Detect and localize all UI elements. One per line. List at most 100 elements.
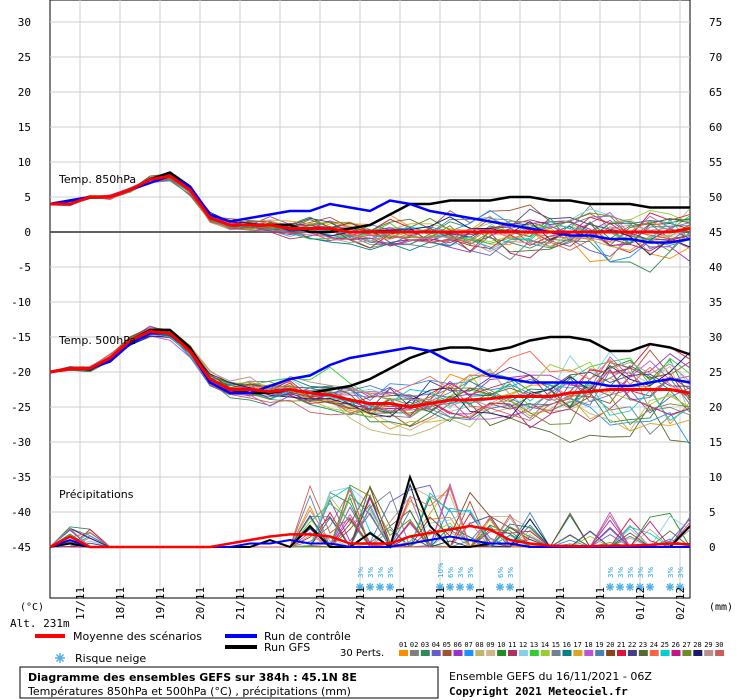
snow-pct-label: 3% — [357, 567, 365, 578]
pert-number: 22 — [628, 641, 636, 649]
right-tick-label: 55 — [709, 156, 722, 169]
snow-pct-label: 3% — [367, 567, 375, 578]
mean-precip-line — [49, 524, 691, 549]
snow-marker: 3% — [376, 567, 385, 591]
snow-markers: 3% 3% 3% 3% 10% 6% 3% 3% 6% 3% 3% 3% 3% 3% 3% 3% 3% — [356, 562, 685, 591]
chart-title: Diagramme des ensembles GEFS sur 384h : … — [28, 671, 357, 684]
pert-swatch — [399, 650, 408, 656]
snow-pct-label: 10% — [437, 562, 445, 578]
date-label: 18/11 — [114, 587, 127, 620]
pert-number: 09 — [486, 641, 494, 649]
left-tick-label: 30 — [18, 16, 31, 29]
pert-swatch — [420, 650, 430, 656]
pert-swatch — [518, 650, 528, 656]
snow-pct-label: 6% — [447, 567, 455, 578]
date-label: 22/11 — [274, 587, 287, 620]
right-tick-label: 25 — [709, 366, 722, 379]
pert-swatch — [715, 650, 725, 656]
pert-swatch — [562, 650, 572, 656]
pert-number: 17 — [573, 641, 581, 649]
pert-number: 01 — [399, 641, 407, 649]
right-tick-label: 45 — [709, 226, 722, 239]
left-tick-label: 5 — [24, 191, 31, 204]
title-box — [19, 666, 439, 699]
pert-number: 11 — [508, 641, 516, 649]
left-tick-label: -30 — [11, 436, 31, 449]
panel-label-t850: Temp. 850hPa — [58, 173, 136, 186]
right-tick-label: 50 — [709, 191, 722, 204]
pert-swatch — [649, 650, 659, 656]
snow-marker: 3% — [366, 567, 375, 591]
pert-number: 07 — [464, 641, 472, 649]
snow-pct-label: 3% — [647, 567, 655, 578]
pert-swatch — [551, 650, 561, 656]
snow-risk-label: Risque neige — [75, 652, 146, 665]
left-axis-unit: (°C) — [20, 602, 44, 613]
date-label: 27/11 — [474, 587, 487, 620]
snow-pct-label: 3% — [457, 567, 465, 578]
panel-label-t500: Temp. 500hPa — [58, 334, 136, 347]
main-series-lines — [49, 171, 691, 549]
pert-number: 21 — [617, 641, 625, 649]
pert-swatch — [508, 650, 517, 656]
left-axis: 30 25 20 15 10 5 0 -5 -10 -15 -20 -25 -30 -35 -40 -45 — [11, 16, 31, 554]
snow-pct-label: 3% — [667, 567, 675, 578]
date-label: 25/11 — [394, 587, 407, 620]
perturbation-legend: 01 02 03 04 05 06 07 08 09 10 11 12 13 14 15 16 17 18 19 20… — [399, 641, 725, 656]
right-tick-label: 65 — [709, 86, 722, 99]
panel-label-precip: Précipitations — [59, 488, 134, 501]
legend-control-label: Run de contrôle — [264, 630, 351, 643]
date-label: 19/11 — [154, 587, 167, 620]
date-label: 02/12 — [674, 587, 687, 620]
pert-swatch — [529, 650, 539, 656]
date-label: 28/11 — [514, 587, 527, 620]
mean-t500-line — [49, 329, 691, 409]
pert-swatch — [540, 650, 550, 656]
pert-swatch — [486, 650, 496, 656]
left-tick-label: -20 — [11, 366, 31, 379]
snow-marker: 3% — [506, 567, 515, 591]
pert-swatch — [573, 650, 583, 656]
pert-swatch — [671, 650, 681, 656]
left-tick-label: 15 — [18, 121, 31, 134]
left-tick-label: -35 — [11, 471, 31, 484]
snow-pct-label: 3% — [377, 567, 385, 578]
pert-number: 02 — [410, 641, 418, 649]
snow-marker: 10% — [436, 562, 445, 591]
right-tick-label: 15 — [709, 436, 722, 449]
left-tick-label: 25 — [18, 51, 31, 64]
right-tick-label: 60 — [709, 121, 722, 134]
right-tick-label: 20 — [709, 401, 722, 414]
pert-number: 24 — [650, 641, 658, 649]
snow-pct-label: 3% — [627, 567, 635, 578]
control-t850-line — [49, 174, 691, 244]
date-label: 29/11 — [554, 587, 567, 620]
snow-marker: 6% — [446, 567, 455, 591]
pert-number: 16 — [563, 641, 571, 649]
pert-swatch — [606, 650, 616, 656]
legend-mean-label: Moyenne des scénarios — [73, 630, 202, 643]
pert-swatch — [704, 650, 714, 656]
pert-line-500 — [49, 327, 691, 409]
pert-number: 20 — [606, 641, 614, 649]
snow-marker: 3% — [606, 567, 615, 591]
snow-pct-label: 3% — [387, 567, 395, 578]
snow-pct-label: 6% — [497, 567, 505, 578]
left-tick-label: -5 — [18, 261, 31, 274]
pert-line-500 — [49, 335, 691, 418]
pert-number: 14 — [541, 641, 549, 649]
date-label: 17/11 — [74, 587, 87, 620]
pert-swatch — [595, 650, 605, 656]
snow-marker: 3% — [646, 567, 655, 591]
right-tick-label: 5 — [709, 506, 716, 519]
pert-swatch — [660, 650, 670, 656]
left-tick-label: -40 — [11, 506, 31, 519]
pert-swatch — [409, 650, 419, 656]
date-label: 01/12 — [634, 587, 647, 620]
snow-marker: 3% — [676, 567, 685, 591]
snow-marker: 6% — [496, 567, 505, 591]
pert-swatch — [431, 650, 441, 656]
pert-swatch — [442, 650, 452, 656]
